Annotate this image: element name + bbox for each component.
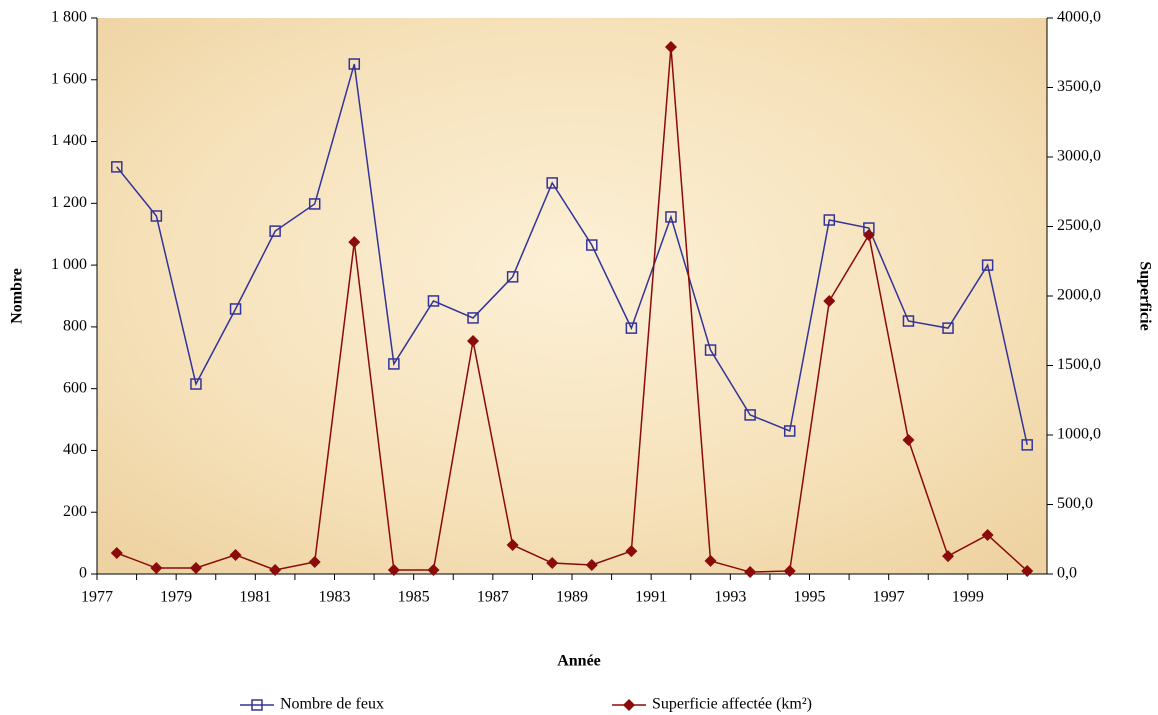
marker [348, 58, 361, 70]
marker [348, 236, 361, 249]
marker [981, 528, 994, 541]
x-axis-title: Année [557, 653, 601, 670]
marker [625, 322, 638, 334]
marker [150, 210, 163, 222]
y-axis-title: Nombre [9, 268, 26, 324]
marker [981, 259, 994, 271]
legend-marker [251, 699, 263, 711]
marker [1021, 439, 1033, 451]
marker [111, 161, 123, 173]
y-tick-label: 0 [79, 565, 87, 582]
marker [387, 563, 400, 576]
marker [427, 563, 440, 576]
x-tick-label: 1993 [714, 589, 746, 606]
marker [625, 545, 638, 558]
legend-label: Superficie affectée (km²) [652, 696, 812, 713]
y-tick-label: 1 800 [51, 9, 87, 26]
series-line [116, 63, 1028, 446]
legend-marker [623, 699, 635, 711]
y2-tick-label: 4000,0 [1057, 9, 1101, 26]
x-tick-label: 1997 [873, 589, 905, 606]
x-tick-label: 1981 [239, 589, 271, 606]
x-tick-label: 1991 [635, 589, 667, 606]
marker [189, 562, 202, 575]
marker [1021, 564, 1034, 577]
x-tick-label: 1979 [160, 589, 192, 606]
marker [902, 434, 915, 447]
y2-tick-label: 2000,0 [1057, 287, 1101, 304]
marker [902, 315, 915, 327]
legend-label: Nombre de feux [280, 696, 384, 713]
y2-tick-label: 3500,0 [1057, 78, 1101, 95]
x-tick-label: 1983 [319, 589, 351, 606]
marker [150, 562, 163, 575]
marker [823, 295, 836, 308]
y2-tick-label: 1500,0 [1057, 356, 1101, 373]
marker [308, 198, 321, 210]
marker [506, 538, 519, 551]
y2-tick-label: 1000,0 [1057, 426, 1101, 443]
marker [269, 225, 281, 237]
y-tick-label: 1 000 [51, 256, 87, 273]
marker [586, 239, 598, 251]
marker [942, 322, 954, 334]
y-tick-label: 200 [63, 503, 87, 520]
y-tick-label: 400 [63, 441, 87, 458]
marker [704, 344, 717, 356]
marker [546, 557, 559, 570]
marker [942, 550, 955, 563]
marker [388, 358, 400, 370]
y-tick-label: 1 600 [51, 70, 87, 87]
marker [229, 548, 242, 561]
x-tick-label: 1999 [952, 589, 984, 606]
y-tick-label: 600 [63, 379, 87, 396]
y2-tick-label: 500,0 [1057, 495, 1093, 512]
marker [862, 228, 875, 241]
marker [665, 211, 677, 223]
y-tick-label: 800 [63, 318, 87, 335]
y-tick-label: 1 200 [51, 194, 87, 211]
marker [506, 271, 519, 283]
x-tick-label: 1989 [556, 589, 588, 606]
marker [823, 214, 836, 226]
x-tick-label: 1985 [398, 589, 430, 606]
y-tick-label: 1 400 [51, 132, 87, 149]
y2-tick-label: 2500,0 [1057, 217, 1101, 234]
marker [467, 312, 479, 324]
x-tick-label: 1977 [81, 589, 113, 606]
y2-tick-label: 3000,0 [1057, 148, 1101, 165]
marker [110, 547, 123, 560]
marker [664, 41, 677, 54]
marker [229, 303, 242, 315]
marker [269, 563, 282, 576]
marker [546, 177, 558, 189]
marker [744, 566, 757, 579]
y2-tick-label: 0,0 [1057, 565, 1077, 582]
marker [308, 556, 321, 569]
marker [783, 564, 796, 577]
x-tick-label: 1995 [794, 589, 826, 606]
marker [704, 554, 717, 567]
marker [427, 295, 440, 307]
marker [585, 558, 598, 571]
y2-axis-title: Superficie [1136, 261, 1153, 330]
plot-area [97, 18, 1047, 574]
marker [190, 378, 202, 390]
marker [467, 335, 480, 348]
series-line [116, 46, 1028, 573]
x-tick-label: 1987 [477, 589, 509, 606]
marker [744, 409, 756, 421]
marker [783, 425, 796, 437]
